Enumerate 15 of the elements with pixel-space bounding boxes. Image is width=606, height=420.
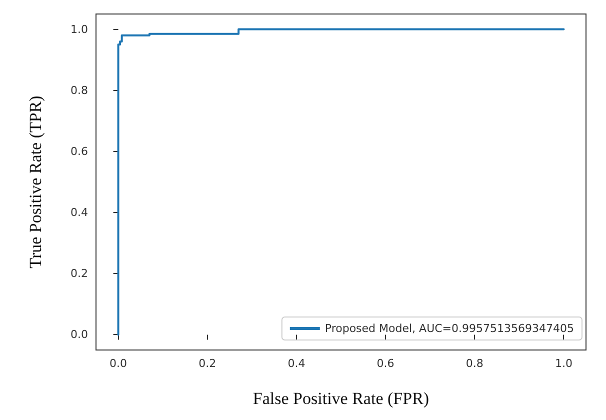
- x-tick-label: 0.8: [466, 357, 484, 370]
- x-tick-label: 0.6: [376, 357, 394, 370]
- x-tick-label: 1.0: [554, 357, 572, 370]
- y-tick-label: 0.2: [70, 267, 88, 280]
- legend-label: Proposed Model, AUC=0.9957513569347405: [324, 322, 574, 335]
- x-tick-label: 0.4: [288, 357, 306, 370]
- y-tick-label: 0.8: [70, 84, 88, 97]
- y-tick-label: 1.0: [70, 22, 88, 36]
- x-axis-title: False Positive Rate (FPR): [252, 389, 430, 408]
- y-tick-label: 0.0: [70, 328, 88, 342]
- y-tick-label: 0.4: [70, 206, 88, 220]
- x-tick-label: 0.2: [198, 357, 216, 370]
- y-tick-label: 0.6: [70, 144, 88, 158]
- y-axis-title: True Positive Rate (TPR): [26, 96, 45, 268]
- x-tick-label: 0.0: [110, 357, 128, 370]
